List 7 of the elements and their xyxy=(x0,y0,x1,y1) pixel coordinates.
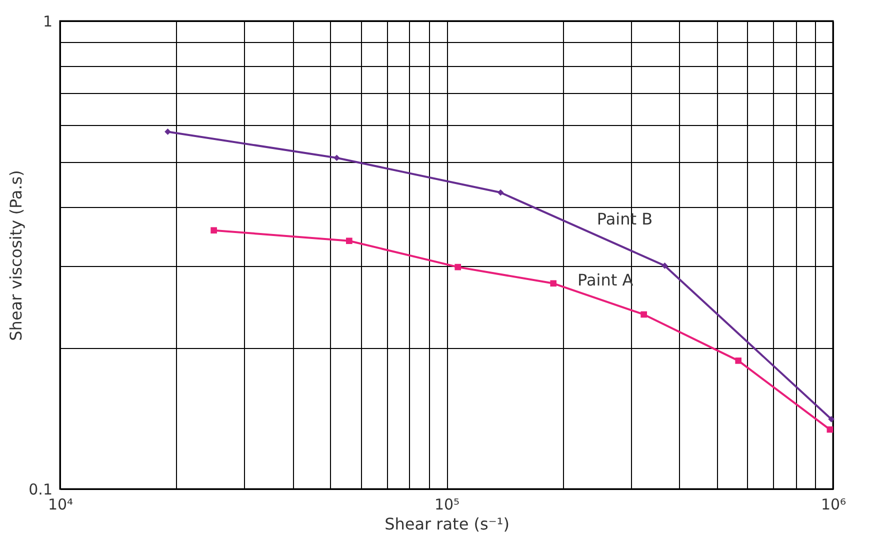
x-tick-label: 10⁶ xyxy=(820,496,846,514)
y-axis-title: Shear viscosity (Pa.s) xyxy=(6,170,26,341)
y-tick-label: 1 xyxy=(42,12,52,30)
x-tick-label: 10⁴ xyxy=(48,496,74,514)
x-axis-title: Shear rate (s⁻¹) xyxy=(384,514,510,534)
x-tick-label: 10⁵ xyxy=(434,496,460,514)
y-tick-label: 0.1 xyxy=(28,480,52,498)
